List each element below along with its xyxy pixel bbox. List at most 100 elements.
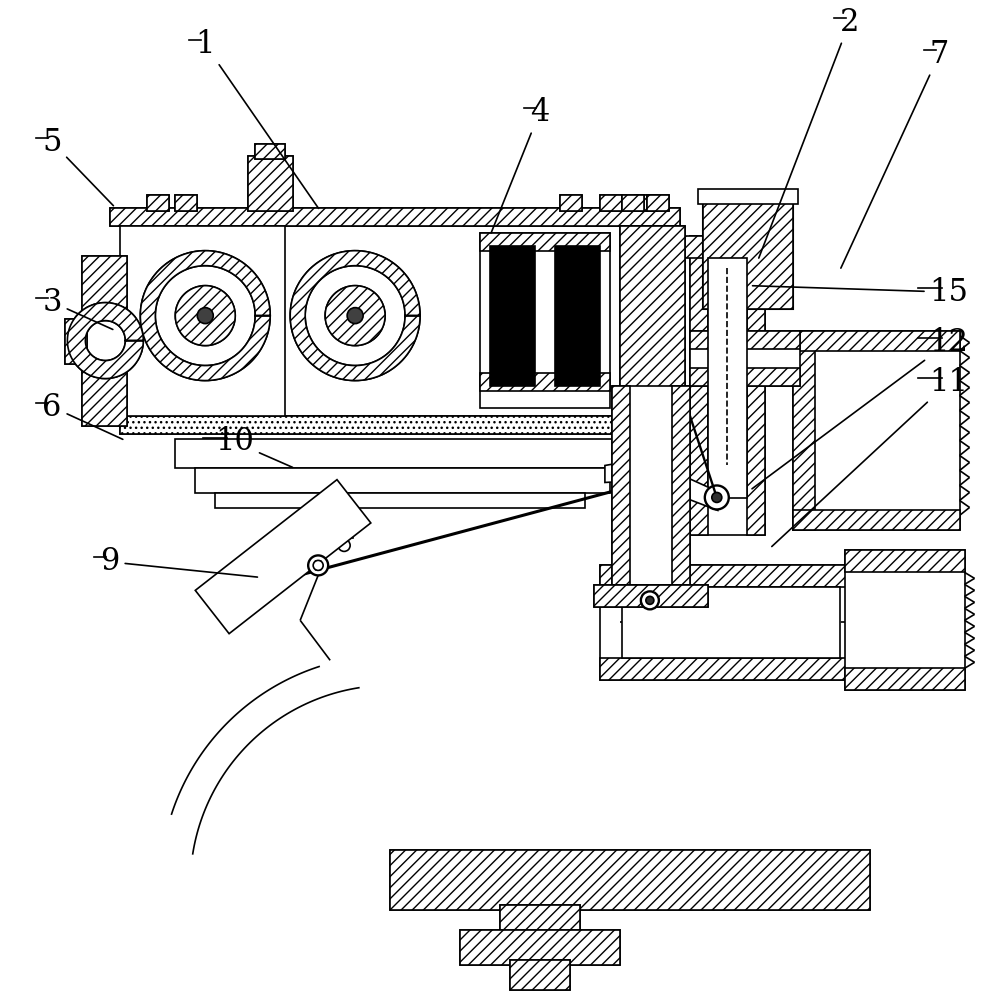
- Bar: [690, 331, 800, 386]
- Text: 10: 10: [215, 427, 293, 468]
- Circle shape: [308, 555, 328, 575]
- Polygon shape: [605, 459, 720, 510]
- Polygon shape: [140, 250, 270, 381]
- Polygon shape: [690, 235, 708, 535]
- Polygon shape: [67, 303, 143, 379]
- Polygon shape: [248, 156, 293, 210]
- Circle shape: [67, 303, 143, 379]
- Bar: [510, 960, 570, 990]
- Polygon shape: [620, 225, 685, 401]
- Polygon shape: [703, 200, 793, 309]
- Circle shape: [305, 265, 405, 366]
- Bar: [560, 194, 582, 210]
- Bar: [480, 232, 610, 408]
- Circle shape: [646, 596, 654, 604]
- Text: 12: 12: [752, 327, 969, 489]
- Polygon shape: [793, 510, 960, 530]
- Polygon shape: [647, 194, 669, 210]
- Bar: [703, 200, 793, 309]
- Polygon shape: [147, 194, 169, 210]
- Bar: [612, 386, 690, 585]
- Polygon shape: [510, 960, 570, 990]
- Bar: [698, 188, 798, 203]
- Circle shape: [290, 250, 420, 381]
- Circle shape: [140, 250, 270, 381]
- Bar: [120, 225, 285, 416]
- Bar: [690, 235, 765, 535]
- Text: 11: 11: [772, 367, 969, 546]
- Polygon shape: [600, 194, 622, 210]
- Polygon shape: [110, 207, 680, 225]
- Circle shape: [325, 286, 385, 346]
- Bar: [845, 550, 965, 690]
- Polygon shape: [460, 930, 620, 965]
- Text: 9: 9: [100, 546, 257, 577]
- Polygon shape: [680, 235, 775, 257]
- Polygon shape: [793, 331, 815, 530]
- Text: 5: 5: [42, 127, 113, 205]
- Polygon shape: [195, 480, 371, 634]
- Text: 2: 2: [759, 7, 859, 258]
- Polygon shape: [290, 250, 420, 381]
- Bar: [255, 144, 285, 159]
- Polygon shape: [845, 550, 965, 572]
- Bar: [480, 373, 610, 391]
- Polygon shape: [845, 668, 965, 690]
- Circle shape: [705, 486, 729, 509]
- Circle shape: [197, 308, 213, 324]
- Polygon shape: [65, 319, 87, 364]
- Polygon shape: [500, 905, 580, 935]
- Circle shape: [313, 560, 323, 570]
- Bar: [620, 225, 685, 401]
- Bar: [335, 508, 353, 538]
- Bar: [110, 207, 680, 225]
- Circle shape: [85, 321, 125, 361]
- Bar: [594, 585, 708, 607]
- Polygon shape: [175, 286, 235, 346]
- Bar: [65, 319, 87, 364]
- Polygon shape: [560, 194, 582, 210]
- Circle shape: [347, 308, 363, 324]
- Polygon shape: [175, 194, 197, 210]
- Bar: [248, 156, 293, 210]
- Circle shape: [641, 591, 659, 609]
- Bar: [555, 245, 600, 386]
- Bar: [82, 255, 127, 426]
- Bar: [147, 194, 169, 210]
- Bar: [175, 194, 197, 210]
- Polygon shape: [690, 368, 800, 386]
- Circle shape: [175, 286, 235, 346]
- Bar: [120, 416, 660, 434]
- Polygon shape: [635, 194, 657, 210]
- Polygon shape: [120, 416, 660, 434]
- Polygon shape: [747, 235, 765, 535]
- Polygon shape: [672, 386, 690, 585]
- Polygon shape: [82, 255, 127, 426]
- Polygon shape: [622, 194, 644, 210]
- Polygon shape: [600, 565, 960, 587]
- Text: 4: 4: [491, 97, 549, 233]
- Bar: [500, 905, 580, 935]
- Bar: [390, 850, 870, 910]
- Bar: [793, 331, 960, 530]
- Bar: [490, 245, 535, 386]
- Bar: [708, 257, 747, 498]
- Bar: [600, 194, 622, 210]
- Polygon shape: [690, 331, 800, 349]
- Polygon shape: [255, 144, 285, 159]
- Bar: [647, 194, 669, 210]
- Polygon shape: [600, 658, 960, 680]
- Polygon shape: [612, 386, 630, 585]
- Polygon shape: [325, 286, 385, 346]
- Bar: [215, 494, 585, 508]
- Text: 3: 3: [42, 286, 113, 329]
- Bar: [195, 469, 610, 494]
- Bar: [460, 930, 620, 965]
- Text: 1: 1: [195, 29, 319, 208]
- Polygon shape: [793, 331, 960, 351]
- Bar: [635, 194, 657, 210]
- Bar: [480, 232, 610, 250]
- Circle shape: [155, 265, 255, 366]
- Bar: [600, 565, 960, 680]
- Circle shape: [712, 493, 722, 502]
